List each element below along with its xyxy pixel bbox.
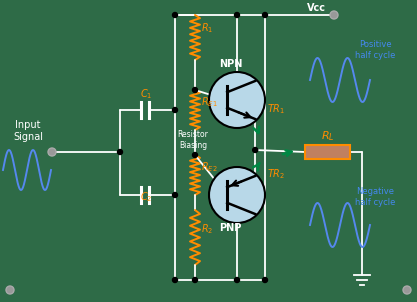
Circle shape: [209, 167, 265, 223]
Text: Positive
half cycle: Positive half cycle: [355, 40, 395, 60]
Circle shape: [173, 12, 178, 18]
Text: PNP: PNP: [219, 223, 241, 233]
Text: $R_L$: $R_L$: [321, 129, 334, 143]
Text: $TR_1$: $TR_1$: [267, 102, 285, 116]
Circle shape: [118, 149, 123, 155]
Circle shape: [234, 12, 239, 18]
Bar: [305, 145, 350, 159]
Circle shape: [209, 72, 265, 128]
Circle shape: [234, 278, 239, 282]
Text: $R_{E2}$: $R_{E2}$: [201, 160, 218, 174]
Text: Vcc: Vcc: [307, 3, 326, 13]
Text: $C_2$: $C_2$: [140, 190, 152, 204]
Circle shape: [330, 11, 338, 19]
Circle shape: [262, 278, 267, 282]
Text: Negative
half cycle: Negative half cycle: [355, 187, 395, 207]
Circle shape: [173, 192, 178, 198]
Circle shape: [173, 108, 178, 113]
Text: $R_{E1}$: $R_{E1}$: [201, 95, 218, 109]
Circle shape: [193, 153, 198, 158]
Circle shape: [193, 88, 198, 92]
Circle shape: [253, 147, 258, 153]
Text: NPN: NPN: [219, 59, 242, 69]
Text: $TR_2$: $TR_2$: [267, 167, 285, 181]
Circle shape: [403, 286, 411, 294]
Circle shape: [262, 12, 267, 18]
Circle shape: [6, 286, 14, 294]
Circle shape: [48, 148, 56, 156]
Text: $R_2$: $R_2$: [201, 222, 214, 236]
Text: $C_1$: $C_1$: [140, 87, 153, 101]
Text: Input
Signal: Input Signal: [13, 120, 43, 142]
Text: Resistor
Biasing: Resistor Biasing: [178, 130, 208, 150]
Circle shape: [193, 278, 198, 282]
Text: $R_1$: $R_1$: [201, 21, 214, 35]
Circle shape: [173, 278, 178, 282]
